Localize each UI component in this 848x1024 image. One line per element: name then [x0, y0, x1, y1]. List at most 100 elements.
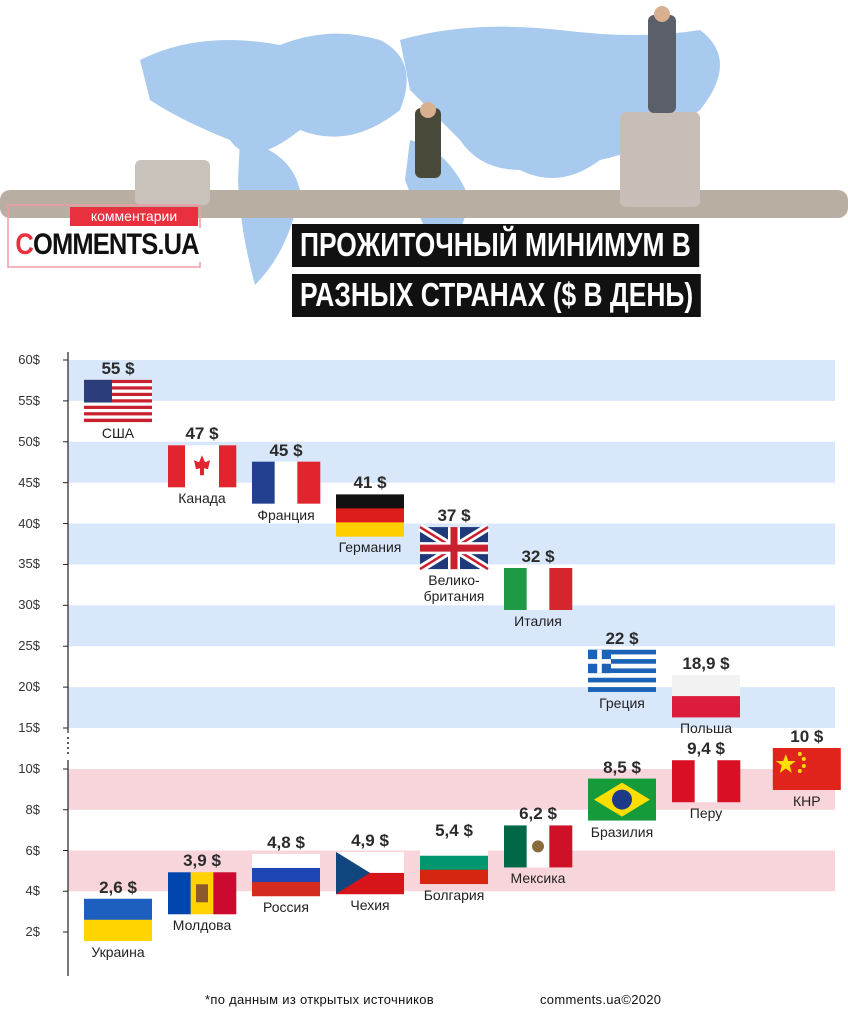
flag-part	[588, 677, 656, 683]
y-tick-label: 55$	[18, 392, 40, 408]
flag-part	[420, 869, 488, 885]
country-name: Италия	[514, 612, 562, 629]
y-tick-label: 6$	[25, 842, 40, 858]
flag-part	[84, 415, 152, 419]
flag-part	[588, 649, 611, 674]
flag-part	[168, 872, 191, 915]
flag	[504, 567, 573, 610]
flag-part	[168, 445, 186, 488]
y-tick-label: 45$	[18, 474, 40, 490]
value-label: 41 $	[353, 473, 387, 493]
flag	[84, 898, 152, 942]
y-tick-label: 10$	[18, 761, 40, 776]
y-tick-label: 20$	[18, 679, 40, 695]
value-label: 37 $	[437, 506, 471, 526]
flag	[672, 760, 741, 803]
flag-part	[84, 386, 152, 390]
y-tick-label: 2$	[25, 924, 40, 939]
country-name: Канада	[178, 490, 226, 507]
country-name: Бразилия	[590, 823, 654, 840]
country-name: Мексика	[510, 870, 566, 887]
flag-part	[588, 649, 656, 655]
value-label: 32 $	[521, 546, 555, 566]
flag-part	[84, 408, 152, 413]
logo-tag: комментарии	[70, 207, 198, 226]
flag-part	[252, 867, 320, 883]
flag-part	[588, 659, 656, 664]
y-tick-label: 35$	[18, 556, 40, 572]
flag-part	[194, 455, 210, 476]
flag-part	[801, 764, 806, 768]
flag-part	[274, 461, 298, 504]
y-tick-label: 30$	[18, 597, 40, 613]
flag-part	[336, 522, 404, 537]
y-tick-label: 8$	[25, 801, 40, 817]
value-label: 3,9 $	[183, 851, 221, 871]
value-label: 4,9 $	[351, 830, 389, 850]
value-label: 5,4 $	[435, 820, 473, 840]
flag	[336, 851, 404, 895]
flag-part	[612, 789, 632, 810]
flag-part	[84, 898, 152, 921]
flag-part	[252, 461, 275, 504]
figure	[415, 108, 441, 178]
figure	[420, 102, 436, 118]
flag-part	[219, 445, 237, 488]
flag-part	[797, 752, 802, 756]
flag-part	[84, 405, 152, 410]
flag-part	[185, 445, 203, 488]
country-name: Велико- британия	[423, 572, 485, 605]
title: ПРОЖИТОЧНЫЙ МИНИМУМ В РАЗНЫХ СТРАНАХ ($ …	[292, 220, 708, 320]
logo: COMMENTS.UA	[12, 228, 203, 262]
flag-part	[84, 402, 152, 406]
band	[68, 360, 835, 401]
band	[68, 605, 835, 647]
flag-part	[526, 567, 550, 610]
flag-part	[84, 389, 152, 394]
country-name: Перу	[689, 805, 723, 822]
flag-part	[252, 853, 320, 869]
flag	[252, 853, 320, 897]
flag-part	[532, 840, 544, 853]
value-label: 6,2 $	[519, 804, 557, 824]
flag-part	[588, 687, 656, 692]
flag	[252, 461, 321, 504]
flag	[84, 379, 152, 423]
flag-part	[252, 881, 320, 897]
flag-part	[213, 872, 237, 915]
figure	[648, 15, 676, 113]
flag-part	[775, 754, 796, 773]
flag-part	[84, 418, 152, 423]
flag	[417, 523, 491, 573]
value-label: 47 $	[185, 424, 219, 444]
country-name: Франция	[257, 506, 315, 523]
country-name: Молдова	[172, 917, 232, 934]
figure	[654, 6, 670, 22]
flag-part	[588, 673, 656, 678]
credit: comments.ua©2020	[540, 992, 662, 1007]
map	[140, 33, 407, 153]
flag	[588, 778, 656, 821]
flag-part	[420, 841, 488, 857]
flag-part	[84, 399, 152, 403]
flag-part	[84, 396, 152, 400]
flag-part	[504, 825, 527, 868]
country-name: Польша	[679, 720, 733, 737]
footnote: *по данным из открытых источников	[205, 992, 435, 1007]
value-label: 22 $	[605, 628, 639, 648]
country-name: США	[101, 424, 135, 441]
coin-stack	[620, 112, 700, 207]
flag-part	[420, 855, 488, 871]
value-label: 55 $	[101, 358, 135, 378]
value-label: 18,9 $	[682, 654, 730, 674]
flag-part	[336, 508, 404, 523]
flag	[504, 825, 573, 868]
flag-part	[717, 760, 741, 803]
flag-part	[694, 760, 718, 803]
y-tick-label: 60$	[18, 352, 40, 367]
flag-part	[84, 383, 152, 387]
flag-part	[672, 696, 740, 718]
value-label: 10 $	[790, 727, 824, 746]
value-label: 2,6 $	[99, 877, 137, 897]
